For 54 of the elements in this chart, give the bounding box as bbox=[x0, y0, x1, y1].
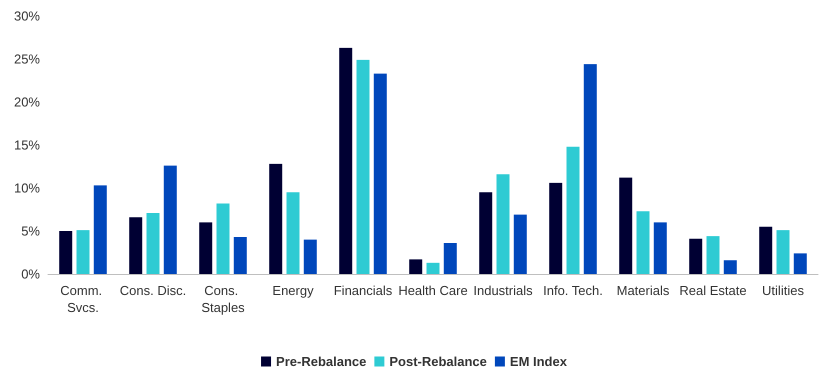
bar bbox=[76, 230, 90, 274]
x-tick-label: Info. Tech. bbox=[543, 283, 603, 298]
x-tick-label: Materials bbox=[616, 283, 670, 298]
y-tick-label: 5% bbox=[21, 224, 40, 238]
bar bbox=[514, 214, 527, 274]
bar bbox=[776, 230, 790, 274]
bar bbox=[234, 237, 247, 274]
bar bbox=[479, 192, 492, 274]
bar bbox=[566, 146, 580, 274]
bar bbox=[444, 243, 457, 274]
y-tick-label: 0% bbox=[21, 266, 40, 282]
x-tick-label: Cons. Disc. bbox=[120, 283, 186, 298]
legend-label: Pre-Rebalance bbox=[276, 354, 366, 369]
bar bbox=[794, 253, 807, 274]
bar bbox=[304, 240, 317, 274]
bar bbox=[409, 259, 422, 274]
bar bbox=[286, 192, 300, 274]
x-tick-label: Comm. Svcs. bbox=[60, 283, 106, 315]
bar bbox=[59, 231, 72, 274]
bar bbox=[654, 222, 667, 274]
legend-label: Post-Rebalance bbox=[389, 354, 487, 369]
bar bbox=[269, 164, 282, 274]
bar bbox=[689, 238, 702, 274]
bar bbox=[339, 48, 352, 274]
x-tick-label: Utilities bbox=[762, 283, 804, 298]
bar bbox=[146, 212, 160, 274]
x-tick-label: Real Estate bbox=[679, 283, 747, 298]
bar bbox=[496, 174, 510, 274]
y-tick-label: 30% bbox=[14, 8, 40, 24]
x-tick-label: Industrials bbox=[473, 283, 534, 298]
bar bbox=[636, 211, 650, 274]
bar bbox=[164, 166, 177, 274]
bar bbox=[356, 60, 370, 274]
bar bbox=[584, 64, 597, 274]
y-tick-label: 25% bbox=[14, 52, 40, 66]
x-tick-label: Financials bbox=[334, 283, 393, 298]
bar bbox=[759, 226, 772, 274]
y-tick-label: 20% bbox=[14, 94, 40, 110]
bar bbox=[619, 178, 632, 274]
bar bbox=[94, 185, 107, 274]
y-tick-label: 15% bbox=[14, 138, 40, 152]
x-tick-label: Energy bbox=[272, 283, 314, 298]
bar bbox=[129, 217, 142, 274]
bar bbox=[426, 262, 440, 274]
bar bbox=[706, 236, 720, 274]
bar bbox=[199, 222, 212, 274]
bar bbox=[724, 260, 737, 274]
bar bbox=[549, 182, 562, 274]
x-tick-label: Cons. Staples bbox=[201, 283, 246, 315]
legend-label: EM Index bbox=[510, 354, 568, 369]
bar bbox=[216, 203, 230, 274]
bar bbox=[374, 74, 387, 274]
x-tick-label: Health Care bbox=[398, 283, 468, 298]
y-tick-label: 10% bbox=[14, 180, 40, 196]
